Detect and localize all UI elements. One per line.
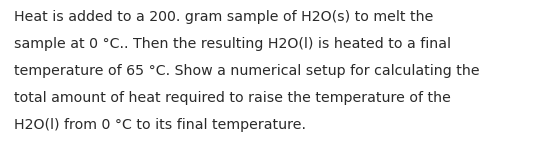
Text: total amount of heat required to raise the temperature of the: total amount of heat required to raise t… bbox=[14, 91, 451, 105]
Text: temperature of 65 °C. Show a numerical setup for calculating the: temperature of 65 °C. Show a numerical s… bbox=[14, 64, 479, 78]
Text: H2O(l) from 0 °C to its final temperature.: H2O(l) from 0 °C to its final temperatur… bbox=[14, 118, 306, 132]
Text: Heat is added to a 200. gram sample of H2O(s) to melt the: Heat is added to a 200. gram sample of H… bbox=[14, 10, 434, 24]
Text: sample at 0 °C.. Then the resulting H2O(l) is heated to a final: sample at 0 °C.. Then the resulting H2O(… bbox=[14, 37, 451, 51]
